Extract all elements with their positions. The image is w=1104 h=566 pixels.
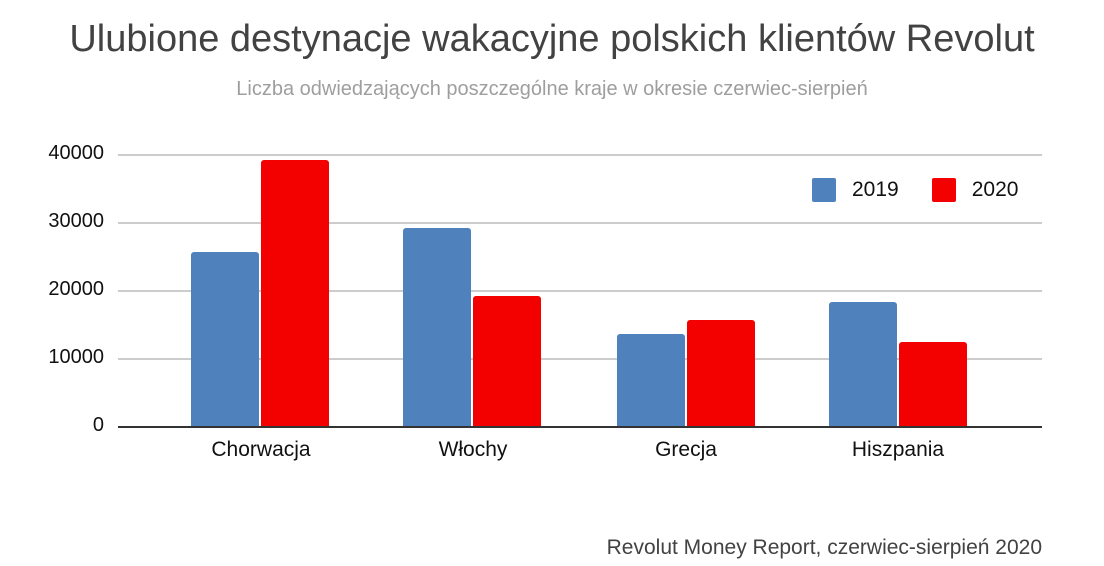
gridline — [118, 154, 1042, 156]
legend-label: 2020 — [971, 178, 1019, 201]
bar-hiszpania-2020 — [899, 342, 967, 427]
legend-item-2020: 2020 — [931, 178, 1019, 202]
bar-grecja-2019 — [617, 333, 685, 427]
y-tick: 0 — [92, 414, 104, 436]
x-label: Chorwacja — [211, 438, 311, 461]
legend-item-2019: 2019 — [812, 178, 899, 202]
gridline — [118, 358, 1042, 360]
gridline — [118, 222, 1042, 224]
bar-włochy-2020 — [473, 295, 541, 427]
x-label: Hiszpania — [851, 438, 945, 461]
chart-title: Ulubione destynacje wakacyjne polskich k… — [69, 18, 1035, 60]
y-tick: 20000 — [48, 278, 104, 300]
source-note: Revolut Money Report, czerwiec-sierpień … — [606, 536, 1042, 559]
legend-swatch-2019 — [812, 178, 836, 202]
chart-subtitle: Liczba odwiedzających poszczególne kraje… — [236, 78, 868, 100]
legend: 2019 2020 — [812, 178, 1051, 202]
bar-grecja-2020 — [687, 320, 755, 427]
y-tick: 30000 — [48, 210, 104, 232]
y-tick: 40000 — [48, 142, 104, 164]
bar-chorwacja-2020 — [261, 159, 329, 427]
y-tick: 10000 — [48, 346, 104, 368]
x-label: Włochy — [438, 438, 508, 461]
x-label: Grecja — [655, 438, 717, 461]
x-axis-line — [118, 426, 1042, 428]
legend-swatch-2020 — [931, 178, 956, 202]
bar-włochy-2019 — [403, 227, 471, 427]
bar-chorwacja-2019 — [191, 252, 259, 427]
gridline — [118, 290, 1042, 292]
bar-hiszpania-2019 — [829, 301, 897, 427]
legend-label: 2019 — [852, 178, 899, 201]
